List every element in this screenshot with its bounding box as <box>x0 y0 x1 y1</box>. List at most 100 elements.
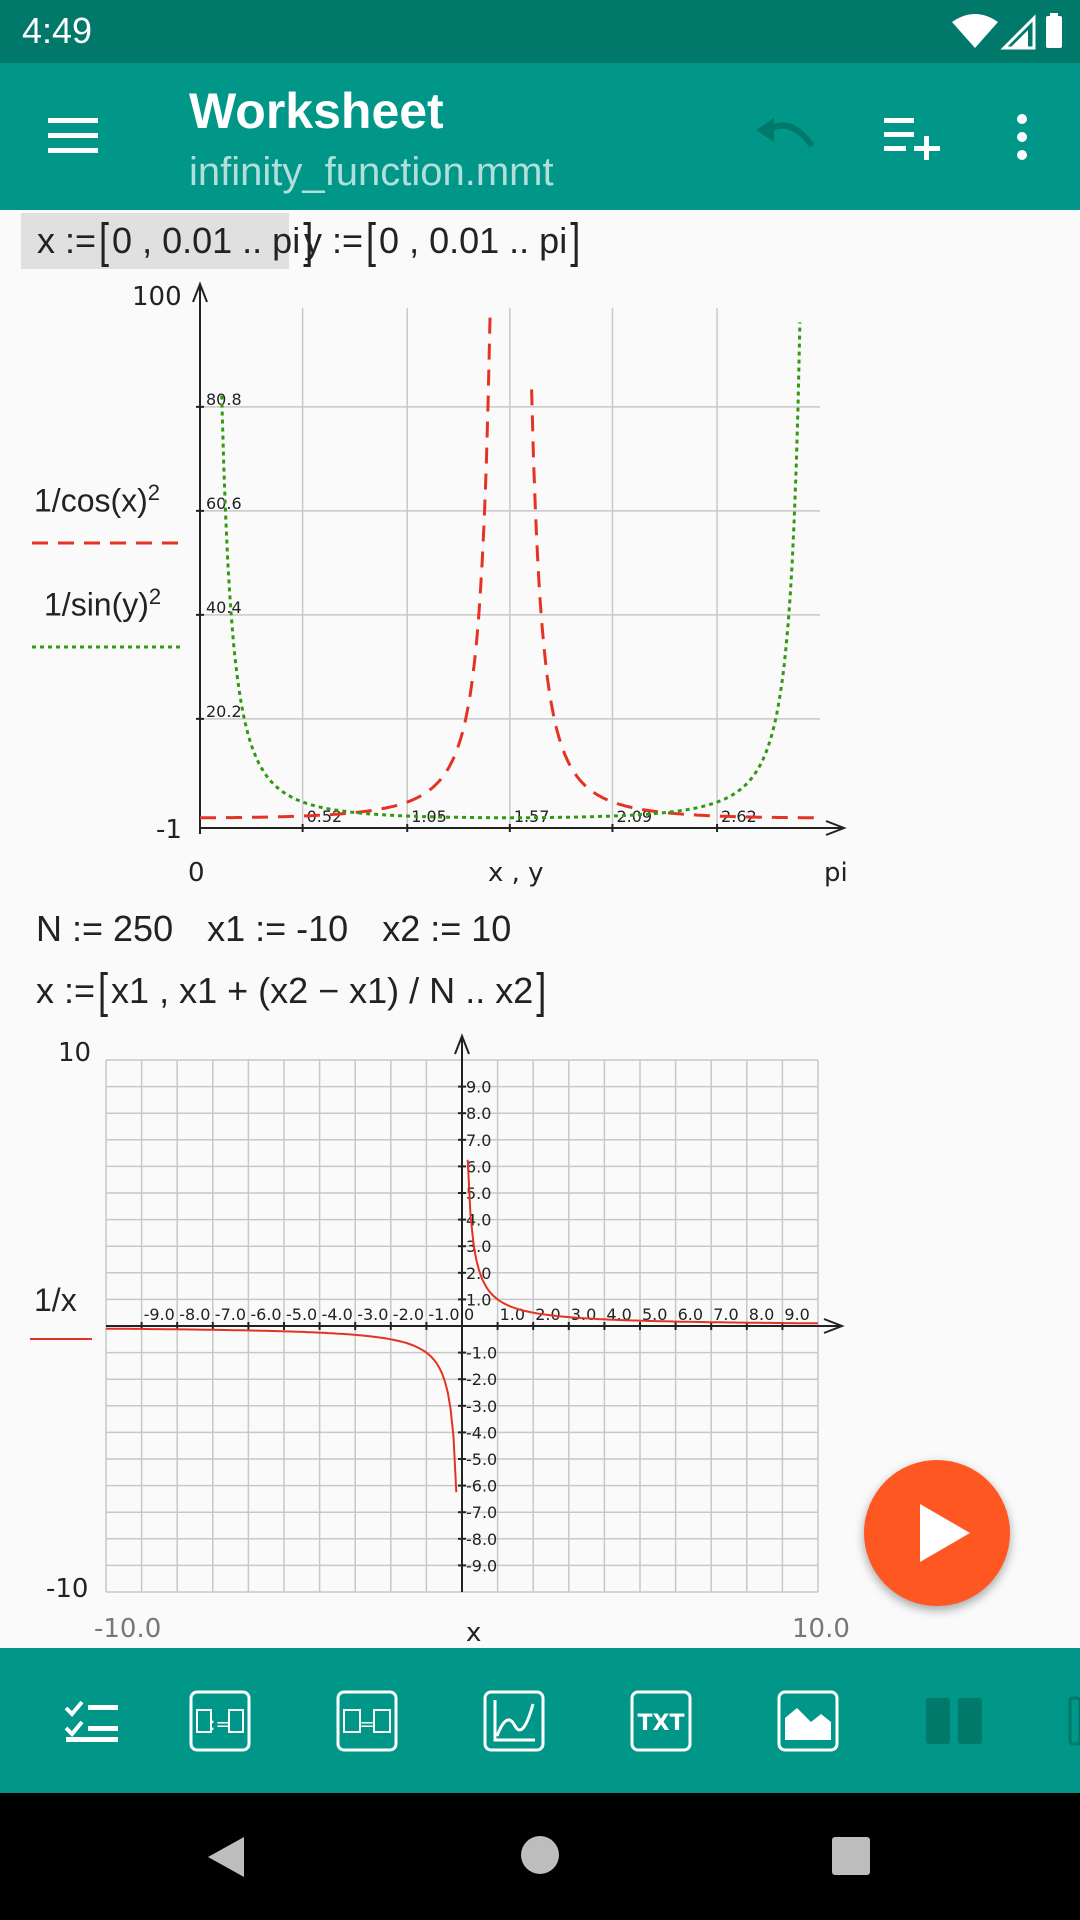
legend-cos-exp: 2 <box>147 480 161 505</box>
status-icons <box>952 13 1062 50</box>
plot2-ymin: -10 <box>46 1574 89 1604</box>
run-fab[interactable] <box>864 1460 1010 1606</box>
plot1-xarrow <box>825 820 847 836</box>
svg-text::=: := <box>209 1714 230 1735</box>
plot2-ymax: 10 <box>58 1038 92 1068</box>
plot1-xmax: pi <box>824 858 848 888</box>
plot1-ytick-label: 80.8 <box>206 390 242 409</box>
plot2-ytick-label: -7.0 <box>466 1503 497 1522</box>
plot1-xlabel: x , y <box>488 858 544 888</box>
plot1-xtick-label: 1.57 <box>514 807 550 826</box>
bottom-toolbar <box>0 1648 1080 1793</box>
menu-icon[interactable] <box>48 116 98 156</box>
plot2-xtick-label: -5.0 <box>286 1305 317 1324</box>
range-start: 0 <box>379 220 400 261</box>
define-x-formula[interactable]: x :=[0 , 0.01 .. pi] <box>21 213 313 269</box>
define-icon[interactable]: := <box>189 1690 251 1752</box>
status-time: 4:49 <box>22 10 93 51</box>
series-2-sin <box>220 322 802 820</box>
battery-icon <box>1046 16 1062 48</box>
image-icon[interactable] <box>777 1690 839 1752</box>
plot1-ytick-label: 40.4 <box>206 598 242 617</box>
legend-cos: 1/cos(x)2 <box>34 480 160 520</box>
plot2-ytick-label: -8.0 <box>466 1530 497 1549</box>
plot1-xtick-label: 0.52 <box>307 807 343 826</box>
plot2-xtick-label: 9.0 <box>784 1305 809 1324</box>
plot2-xmin: -10.0 <box>94 1614 162 1644</box>
n-def: N := 250 <box>36 908 174 949</box>
add-line-icon[interactable] <box>884 116 940 160</box>
plot2-ytick-label: -3.0 <box>466 1397 497 1416</box>
plot2-tick-labels: -9.0 -8.0 -7.0 -6.0 -5.0 -4.0 -3.0 -2.0 -1.0 0 1.0… <box>144 1078 810 1576</box>
plot2-grid <box>105 1059 819 1593</box>
plot2-xtick-label: -3.0 <box>357 1305 388 1324</box>
nav-bar <box>0 1793 1080 1920</box>
plot1-ymin: -1 <box>156 815 182 845</box>
status-bar: 4:49 <box>0 0 1080 63</box>
evaluate-icon[interactable]: = <box>336 1690 398 1752</box>
plot1-ytick-label: 20.2 <box>206 702 242 721</box>
plot2-xtick-label: -9.0 <box>144 1305 175 1324</box>
define-y-formula[interactable]: y :=[0 , 0.01 .. pi] <box>304 212 581 268</box>
plot2-ytick-label: -2.0 <box>466 1370 497 1389</box>
plot2-xtick-label: -4.0 <box>322 1305 353 1324</box>
home-icon[interactable] <box>518 1833 562 1877</box>
plot2-xmax: 10.0 <box>792 1614 850 1644</box>
plot1-xtick-label: 2.62 <box>721 807 757 826</box>
plot2-xarrow <box>823 1318 845 1334</box>
plot2-ytick-label: 5.0 <box>466 1184 491 1203</box>
plot1-grid <box>200 308 820 828</box>
plot2-xtick-label: 2.0 <box>535 1305 560 1324</box>
var-x: x <box>37 220 55 261</box>
x1-def: x1 := -10 <box>207 908 349 949</box>
plot2-ytick-label: 7.0 <box>466 1131 491 1150</box>
back-icon[interactable] <box>206 1835 246 1879</box>
overflow-icon[interactable] <box>1068 1696 1080 1746</box>
file-name: infinity_function.mmt <box>189 150 554 194</box>
plot2-yarrow <box>454 1033 470 1055</box>
plot2-xtick-label: -7.0 <box>215 1305 246 1324</box>
play-icon <box>920 1504 970 1562</box>
page-title: Worksheet <box>189 83 444 139</box>
define-x-range-formula[interactable]: x :=[x1 , x1 + (x2 − x1) / N .. x2] <box>36 962 547 1018</box>
plot-icon[interactable] <box>483 1690 545 1752</box>
legend-cos-expr: 1/cos(x) <box>34 482 148 519</box>
undo-icon[interactable] <box>756 116 816 156</box>
plot2-ytick-label: 2.0 <box>466 1264 491 1283</box>
plot2-xtick-label: 3.0 <box>571 1305 596 1324</box>
plot2-xtick-label: 7.0 <box>713 1305 738 1324</box>
x2-def: x2 := 10 <box>382 908 512 949</box>
more-vert-icon[interactable] <box>1012 113 1032 161</box>
plot2-ytick-label: 4.0 <box>466 1211 491 1230</box>
plot2-axes <box>106 1033 845 1592</box>
var-y: y <box>304 220 322 261</box>
text-icon[interactable]: TXT <box>630 1690 692 1752</box>
plot2-ytick-label: -1.0 <box>466 1344 497 1363</box>
plot1-xmin: 0 <box>188 858 205 888</box>
plot1-xtick-label: 2.09 <box>616 807 652 826</box>
plot1-tick-labels: 0.52 1.05 1.57 2.09 2.62 80.8 60.6 40.4 20.2 <box>206 390 757 826</box>
columns-icon[interactable] <box>924 1696 986 1746</box>
wifi-icon <box>952 14 998 48</box>
x-range-end: .. x2 <box>465 970 534 1011</box>
plot2-xtick-label: -2.0 <box>393 1305 424 1324</box>
plot1-xtick-label: 1.05 <box>411 807 447 826</box>
define-n-formula[interactable]: N := 250 x1 := -10 x2 := 10 <box>36 908 511 950</box>
x-lhs: x := <box>36 970 96 1011</box>
legend-sin: 1/sin(y)2 <box>44 584 161 624</box>
plot2-xtick-label: -1.0 <box>428 1305 459 1324</box>
plot2-ytick-label: 6.0 <box>466 1157 491 1176</box>
plot1-axes <box>192 281 847 836</box>
plot2-ytick-label: -5.0 <box>466 1450 497 1469</box>
checklist-icon[interactable] <box>64 1700 120 1742</box>
svg-text:=: = <box>359 1714 374 1735</box>
plot1-ymax: 100 <box>132 282 182 312</box>
range-end: 0.01 .. pi <box>429 220 568 261</box>
legend-sin-exp: 2 <box>148 584 162 609</box>
plot1-legend-lines <box>32 541 186 649</box>
plot2-ytick-label: 8.0 <box>466 1104 491 1123</box>
plot2-xtick-label: 5.0 <box>642 1305 667 1324</box>
legend-inv: 1/x <box>34 1282 77 1318</box>
recents-icon[interactable] <box>830 1835 872 1877</box>
series-1-cos <box>200 314 820 820</box>
